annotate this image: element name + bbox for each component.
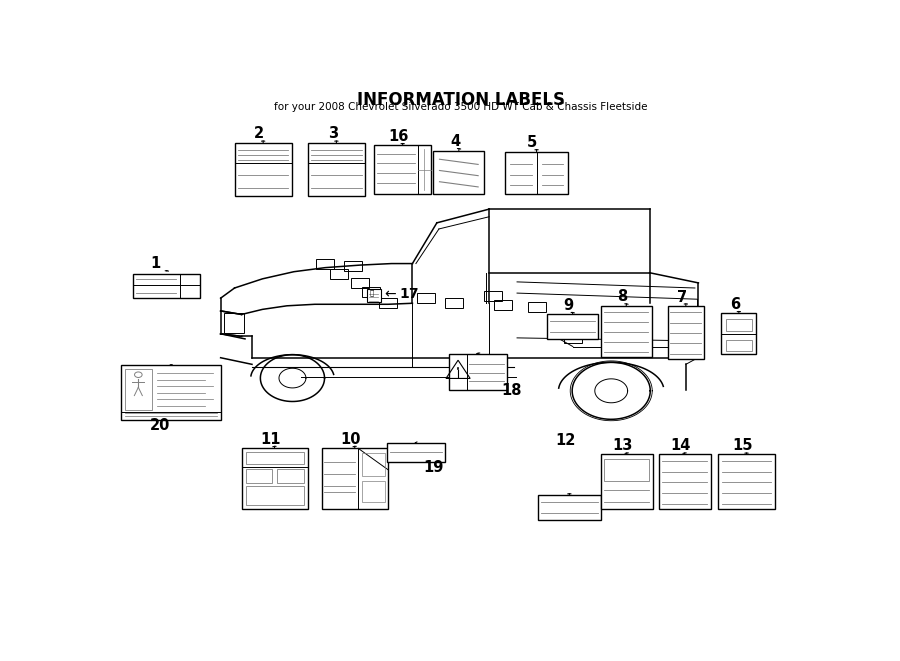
Bar: [308, 143, 365, 196]
Bar: [121, 366, 220, 420]
Bar: [449, 354, 508, 390]
Bar: [722, 313, 756, 354]
Bar: [367, 288, 381, 301]
Bar: [330, 268, 348, 279]
Text: 12: 12: [555, 433, 575, 448]
Text: 11: 11: [261, 432, 281, 447]
Bar: [538, 495, 600, 520]
Bar: [483, 291, 501, 301]
Text: for your 2008 Chevrolet Silverado 3500 HD WT Cab & Chassis Fleetside: for your 2008 Chevrolet Silverado 3500 H…: [274, 102, 648, 112]
Bar: [418, 293, 436, 303]
Bar: [605, 459, 650, 481]
Text: 15: 15: [732, 438, 752, 453]
Bar: [246, 486, 304, 504]
Text: INFORMATION LABELS: INFORMATION LABELS: [357, 91, 565, 108]
Text: $\leftarrow$17: $\leftarrow$17: [382, 287, 419, 301]
Bar: [224, 313, 244, 332]
Text: 8: 8: [617, 289, 627, 304]
Text: 19: 19: [423, 459, 444, 475]
Bar: [374, 145, 431, 194]
Text: 14: 14: [670, 438, 690, 453]
Bar: [387, 443, 445, 462]
Bar: [505, 151, 568, 194]
Bar: [563, 332, 582, 343]
Bar: [434, 151, 484, 194]
Bar: [601, 454, 653, 510]
Bar: [133, 274, 200, 298]
Text: 6: 6: [730, 297, 741, 312]
Bar: [316, 259, 334, 269]
Text: 18: 18: [501, 383, 522, 399]
Bar: [494, 300, 512, 311]
Text: 16: 16: [388, 129, 409, 144]
Bar: [362, 453, 384, 476]
Bar: [547, 315, 598, 339]
Text: 👍: 👍: [369, 290, 374, 296]
Text: 13: 13: [612, 438, 633, 453]
Bar: [725, 319, 752, 330]
Bar: [446, 298, 464, 308]
Text: 5: 5: [527, 135, 537, 150]
Text: 7: 7: [677, 290, 687, 305]
Text: 4: 4: [450, 134, 460, 149]
Bar: [351, 278, 369, 288]
Text: 2: 2: [254, 126, 264, 141]
Bar: [344, 260, 362, 271]
Bar: [379, 298, 397, 308]
Bar: [362, 481, 384, 502]
Text: 20: 20: [149, 418, 170, 433]
Bar: [125, 369, 152, 410]
Bar: [725, 340, 752, 351]
Bar: [527, 301, 545, 312]
Bar: [246, 452, 304, 464]
Text: 9: 9: [563, 298, 573, 313]
Text: 10: 10: [341, 432, 361, 447]
Bar: [277, 469, 304, 483]
Bar: [601, 306, 652, 357]
Bar: [322, 448, 388, 510]
Text: 3: 3: [328, 126, 338, 141]
Bar: [718, 454, 775, 510]
Bar: [241, 448, 308, 510]
Bar: [659, 454, 711, 510]
Bar: [246, 469, 272, 483]
Bar: [235, 143, 292, 196]
Bar: [362, 287, 380, 297]
Bar: [668, 306, 704, 360]
Text: 1: 1: [150, 256, 161, 271]
